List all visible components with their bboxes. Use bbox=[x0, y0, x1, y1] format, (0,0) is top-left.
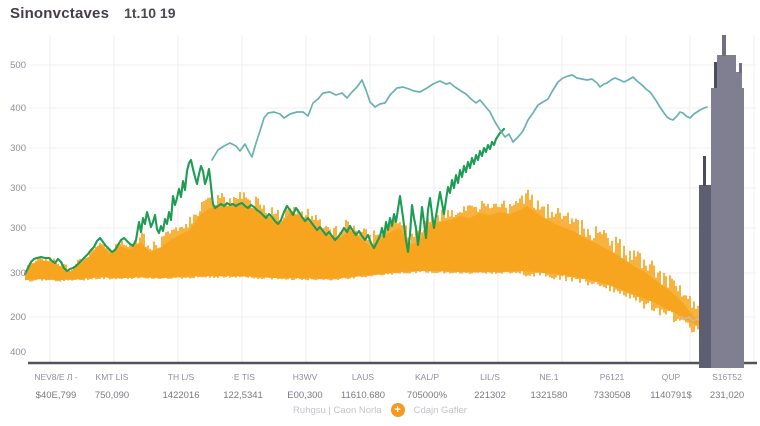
gray-tower-bar bbox=[711, 88, 744, 368]
green-series-line bbox=[23, 127, 506, 276]
x-axis-label: KAL/P bbox=[415, 372, 439, 382]
legend-left-label: Ruhgsu | Caon Norla bbox=[293, 404, 382, 416]
x-axis-value: 11610.680 bbox=[341, 390, 385, 401]
x-axis-value: 1321580 bbox=[531, 390, 568, 401]
x-axis-value: 221302 bbox=[474, 390, 506, 401]
x-axis-label: KMT LIS bbox=[96, 372, 129, 382]
gray-tower-bar bbox=[714, 62, 717, 88]
x-axis-value: $40E,799 bbox=[36, 390, 77, 401]
x-axis-label: TH L/S bbox=[168, 372, 195, 382]
y-axis-tick-label: 400 bbox=[10, 347, 26, 358]
y-axis-tick-label: 200 bbox=[10, 312, 26, 323]
x-axis-label: H3WV bbox=[293, 372, 318, 382]
gray-tower-bar bbox=[739, 63, 742, 73]
gray-tower-bar bbox=[703, 156, 706, 186]
x-axis-value: 1140791$ bbox=[650, 390, 692, 401]
x-axis-label: QUP bbox=[662, 372, 681, 382]
plus-icon: + bbox=[394, 403, 401, 416]
x-axis-label: NE.1 bbox=[540, 372, 559, 382]
page-subtitle: 1t.10 19 bbox=[124, 5, 176, 21]
legend-right-label: Cdajn Gafler bbox=[413, 404, 467, 416]
x-axis-value: 1422016 bbox=[163, 390, 200, 401]
gray-tower-bar bbox=[699, 185, 711, 368]
gray-tower-bar bbox=[722, 35, 726, 56]
gray-tower-bar bbox=[736, 72, 742, 89]
x-axis-value: 705000% bbox=[407, 390, 448, 401]
x-axis-label: P6121 bbox=[600, 372, 625, 382]
x-axis-value: 7330508 bbox=[594, 390, 631, 401]
x-axis-label: LAUS bbox=[352, 372, 375, 382]
chart-header: Sinonvctaves 1t.10 19 bbox=[10, 5, 175, 22]
x-axis-label: S16T52 bbox=[712, 372, 742, 382]
gray-tail-line bbox=[680, 315, 702, 322]
y-axis-tick-label: 300 bbox=[10, 223, 26, 234]
chart-legend: Ruhgsu | Caon Norla + Cdajn Gafler bbox=[0, 403, 760, 417]
y-axis-tick-label: 300 bbox=[10, 268, 26, 279]
x-axis-label: LIL/S bbox=[480, 372, 500, 382]
add-series-button[interactable]: + bbox=[390, 403, 405, 417]
y-axis-tick-label: 400 bbox=[10, 103, 26, 114]
x-axis-label: NEV8/E Л - bbox=[34, 372, 78, 382]
x-axis-value: 231,020 bbox=[710, 390, 744, 401]
teal-series-line bbox=[211, 74, 708, 161]
x-axis-value: 122,5341 bbox=[223, 390, 263, 401]
y-axis-tick-label: 300 bbox=[10, 183, 26, 194]
y-axis-tick-label: 300 bbox=[10, 143, 26, 154]
page-title: Sinonvctaves bbox=[10, 5, 110, 22]
x-axis-value: 750,090 bbox=[95, 390, 129, 401]
x-axis-value: E00,300 bbox=[287, 390, 322, 401]
x-axis-label: ·E TIS bbox=[231, 372, 255, 382]
gray-tower-bar bbox=[717, 55, 736, 90]
y-axis-tick-label: 500 bbox=[10, 60, 26, 71]
